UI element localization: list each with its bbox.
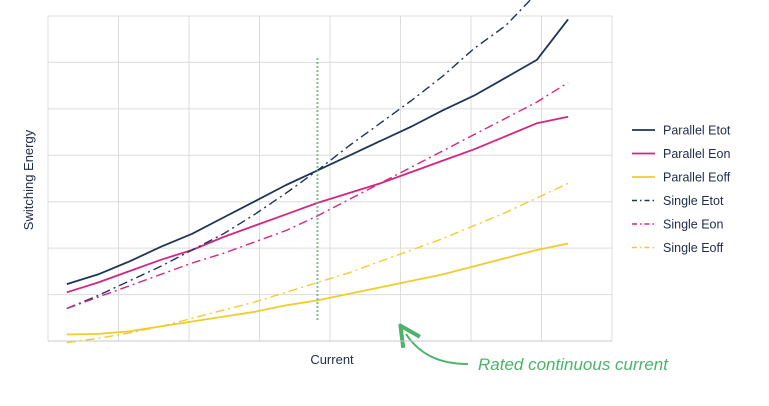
legend-entry: Parallel Etot bbox=[663, 124, 731, 138]
legend-entry: Single Etot bbox=[663, 194, 724, 208]
series-line-single-eoff bbox=[66, 182, 569, 344]
y-axis-label: Switching Energy bbox=[21, 129, 36, 230]
legend-entry: Single Eon bbox=[663, 218, 724, 232]
legend: Parallel Etot Parallel Eon Parallel Eoff Si… bbox=[632, 124, 731, 255]
legend-entry: Single Eoff bbox=[663, 241, 724, 255]
rated-current-arrow bbox=[406, 334, 469, 365]
x-axis-label: Current bbox=[310, 352, 354, 367]
legend-entry: Parallel Eon bbox=[663, 147, 730, 161]
grid bbox=[47, 15, 613, 341]
series-line-single-eon bbox=[66, 82, 569, 310]
legend-entry: Parallel Eoff bbox=[663, 171, 731, 185]
series-line-parallel-eoff bbox=[66, 242, 569, 336]
rated-current-label: Rated continuous current bbox=[478, 355, 669, 374]
axes: Current Switching Energy bbox=[21, 129, 612, 367]
annotation: Rated continuous current bbox=[316, 58, 669, 374]
